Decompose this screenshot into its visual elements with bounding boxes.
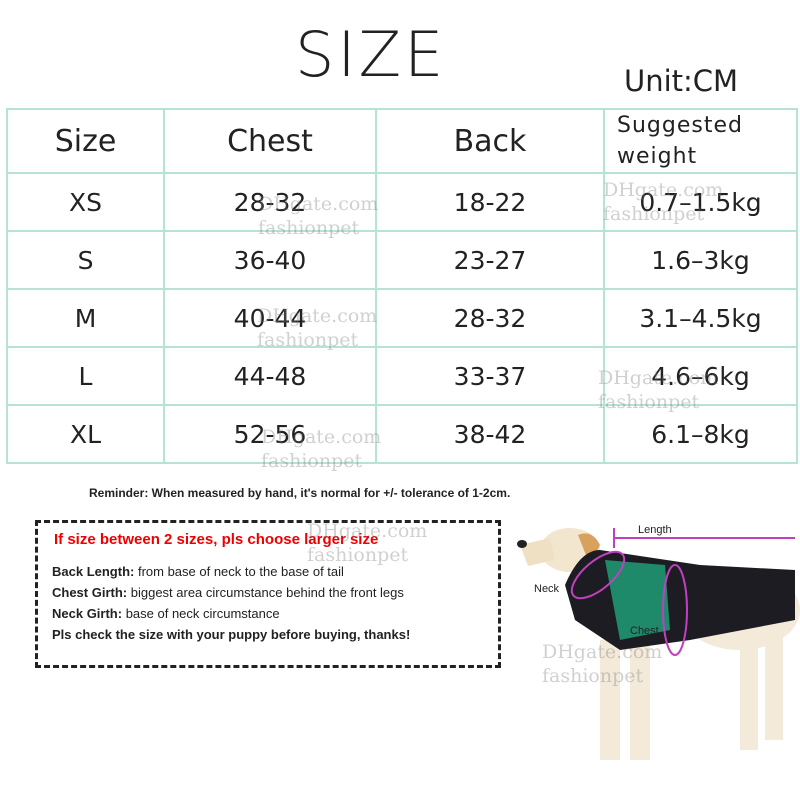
table-row: XL 52-56 38-42 6.1–8kg <box>6 404 798 464</box>
cell-weight: 3.1–4.5kg <box>603 288 798 348</box>
header-size: Size <box>6 108 165 174</box>
notes-list: Back Length: from base of neck to the ba… <box>52 561 410 645</box>
note-label: Pls check the size with your puppy befor… <box>52 627 411 642</box>
table-row: XS 28-32 18-22 0.7–1.5kg <box>6 172 798 232</box>
header-back: Back <box>375 108 605 174</box>
table-row: M 40-44 28-32 3.1–4.5kg <box>6 288 798 348</box>
note-text: from base of neck to the base of tail <box>134 564 344 579</box>
cell-back: 33-37 <box>375 346 605 406</box>
cell-chest: 28-32 <box>163 172 377 232</box>
table-row: L 44-48 33-37 4.6–6kg <box>6 346 798 406</box>
cell-chest: 36-40 <box>163 230 377 290</box>
note-label: Chest Girth: <box>52 585 128 600</box>
cell-weight: 6.1–8kg <box>603 404 798 464</box>
table-row: S 36-40 23-27 1.6–3kg <box>6 230 798 290</box>
note-text: base of neck circumstance <box>122 606 280 621</box>
note-back-length: Back Length: from base of neck to the ba… <box>52 561 410 582</box>
notes-headline: If size between 2 sizes, pls choose larg… <box>54 531 379 548</box>
note-neck-girth: Neck Girth: base of neck circumstance <box>52 603 410 624</box>
chest-label: Chest <box>630 625 659 637</box>
notes-box: If size between 2 sizes, pls choose larg… <box>35 520 501 668</box>
cell-size: XL <box>6 404 165 464</box>
header-weight: Suggested weight <box>603 108 798 174</box>
note-text: biggest area circumstance behind the fro… <box>127 585 404 600</box>
cell-weight: 0.7–1.5kg <box>603 172 798 232</box>
page-title: SIZE <box>295 18 447 91</box>
reminder-text: Reminder: When measured by hand, it's no… <box>89 486 511 500</box>
cell-weight: 4.6–6kg <box>603 346 798 406</box>
cell-chest: 44-48 <box>163 346 377 406</box>
header-chest: Chest <box>163 108 377 174</box>
cell-size: XS <box>6 172 165 232</box>
size-table: Size Chest Back Suggested weight XS 28-32… <box>6 108 798 464</box>
cell-back: 18-22 <box>375 172 605 232</box>
unit-label: Unit:CM <box>624 64 739 98</box>
cell-size: M <box>6 288 165 348</box>
dog-diagram-image <box>517 528 800 760</box>
cell-chest: 52-56 <box>163 404 377 464</box>
cell-size: L <box>6 346 165 406</box>
note-check: Pls check the size with your puppy befor… <box>52 624 410 645</box>
cell-back: 38-42 <box>375 404 605 464</box>
cell-back: 28-32 <box>375 288 605 348</box>
cell-chest: 40-44 <box>163 288 377 348</box>
length-label: Length <box>638 524 672 536</box>
cell-weight: 1.6–3kg <box>603 230 798 290</box>
cell-size: S <box>6 230 165 290</box>
vest <box>565 528 795 656</box>
note-chest-girth: Chest Girth: biggest area circumstance b… <box>52 582 410 603</box>
table-header: Size Chest Back Suggested weight <box>6 108 798 174</box>
cell-back: 23-27 <box>375 230 605 290</box>
note-label: Neck Girth: <box>52 606 123 621</box>
note-label: Back Length: <box>52 564 135 579</box>
neck-label: Neck <box>534 583 560 595</box>
